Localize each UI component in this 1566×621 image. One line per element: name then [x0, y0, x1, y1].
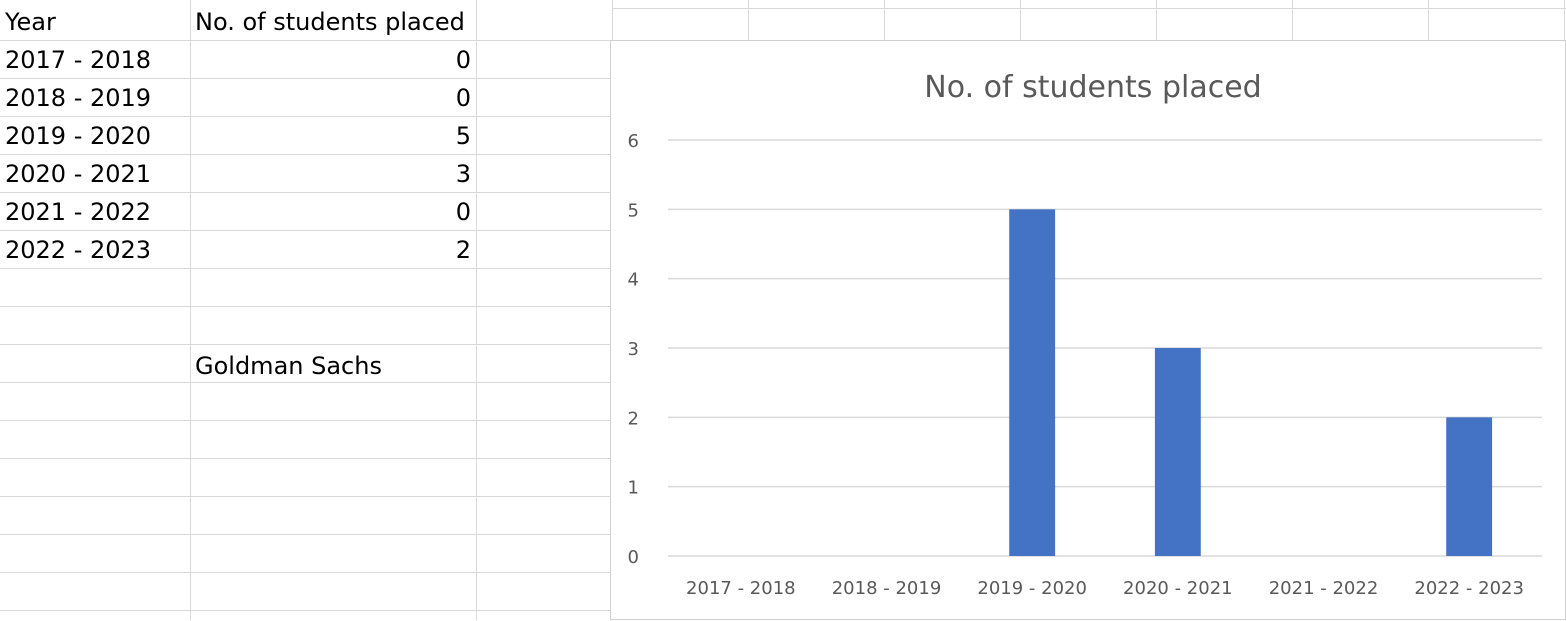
column-gridline [1292, 0, 1293, 40]
x-tick-label: 2020 - 2021 [1123, 578, 1233, 599]
bar-chart: No. of students placed 0 1 2 3 4 5 6 2017 - 20… [628, 70, 1542, 599]
row-gridline [612, 8, 1566, 9]
bar[interactable] [1446, 417, 1493, 556]
year-cell[interactable]: 2017 - 2018 [5, 46, 152, 74]
x-tick-label: 2018 - 2019 [832, 578, 942, 599]
y-tick-label: 2 [628, 408, 639, 429]
row-gridline [0, 458, 610, 459]
y-tick-label: 6 [628, 131, 639, 152]
x-tick-label: 2019 - 2020 [977, 578, 1087, 599]
note-cell[interactable]: Goldman Sachs [195, 352, 382, 380]
y-tick-label: 0 [628, 547, 639, 568]
y-tick-label: 4 [628, 270, 639, 291]
column-gridline [748, 0, 749, 40]
row-gridline [0, 154, 610, 155]
bar[interactable] [1009, 209, 1056, 557]
row-gridline [0, 610, 610, 611]
year-cell[interactable]: 2022 - 2023 [5, 236, 152, 264]
column-gridline [1156, 0, 1157, 40]
row-gridline [0, 534, 610, 535]
row-gridline [0, 572, 610, 573]
count-cell[interactable]: 0 [455, 198, 471, 226]
year-cell[interactable]: 2021 - 2022 [5, 198, 152, 226]
count-cell[interactable]: 5 [455, 122, 471, 150]
count-cell[interactable]: 2 [455, 236, 471, 264]
column-gridline [1428, 0, 1429, 40]
x-tick-label: 2017 - 2018 [686, 578, 796, 599]
x-axis-ticks: 2017 - 2018 2018 - 2019 2019 - 2020 2020 - … [686, 578, 1524, 599]
row-gridline [0, 230, 610, 231]
column-gridline [190, 0, 191, 620]
count-cell[interactable]: 0 [455, 46, 471, 74]
column-gridline [476, 0, 477, 620]
row-gridline [0, 496, 610, 497]
header-cell-students-placed[interactable]: No. of students placed [195, 8, 465, 36]
column-gridline [612, 0, 613, 40]
row-gridline [0, 306, 610, 307]
column-gridline [1020, 0, 1021, 40]
column-gridline [1564, 0, 1565, 40]
row-gridline [0, 116, 610, 117]
year-cell[interactable]: 2020 - 2021 [5, 160, 152, 188]
count-cell[interactable]: 0 [455, 84, 471, 112]
row-gridline [0, 268, 610, 269]
y-axis-ticks: 0 1 2 3 4 5 6 [628, 131, 639, 568]
y-tick-label: 5 [628, 200, 639, 221]
row-gridline [0, 192, 610, 193]
row-gridline [0, 344, 610, 345]
chart-title: No. of students placed [924, 70, 1261, 105]
row-gridline [0, 420, 610, 421]
year-cell[interactable]: 2019 - 2020 [5, 122, 152, 150]
y-tick-label: 1 [628, 478, 639, 499]
x-tick-label: 2021 - 2022 [1269, 578, 1379, 599]
x-tick-label: 2022 - 2023 [1414, 578, 1524, 599]
y-tick-label: 3 [628, 339, 639, 360]
column-gridline [884, 0, 885, 40]
header-cell-year[interactable]: Year [5, 8, 56, 36]
bar[interactable] [1154, 348, 1201, 556]
row-gridline [0, 78, 610, 79]
chart-container[interactable]: No. of students placed 0 1 2 3 4 5 6 2017 - 20… [610, 40, 1566, 620]
year-cell[interactable]: 2018 - 2019 [5, 84, 152, 112]
gridlines [668, 139, 1542, 557]
count-cell[interactable]: 3 [455, 160, 471, 188]
bars [1009, 209, 1493, 557]
row-gridline [0, 382, 610, 383]
